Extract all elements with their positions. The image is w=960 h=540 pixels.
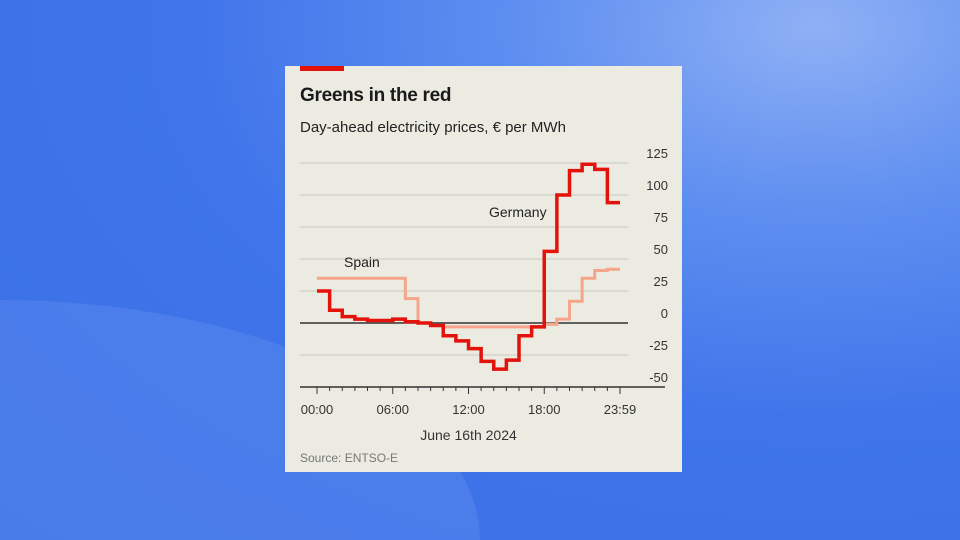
chart-title: Greens in the red: [300, 85, 452, 106]
x-tick-label: 06:00: [376, 402, 409, 417]
y-tick-label: 0: [661, 306, 668, 321]
series-label-germany: Germany: [489, 204, 547, 220]
y-tick-label: -50: [649, 370, 668, 385]
x-tick-label: 12:00: [452, 402, 485, 417]
y-tick-label: -25: [649, 338, 668, 353]
x-tick-label: 18:00: [528, 402, 561, 417]
chart-source: Source: ENTSO-E: [300, 451, 399, 465]
x-tick-label: 23:59: [604, 402, 637, 417]
chart-subtitle: Day-ahead electricity prices, € per MWh: [300, 119, 566, 136]
y-tick-label: 25: [654, 274, 668, 289]
series-line-germany: [317, 162, 620, 371]
series-line-spain: [317, 267, 620, 329]
y-tick-label: 100: [646, 178, 668, 193]
x-tick-label: 00:00: [301, 402, 334, 417]
y-tick-label: 75: [654, 210, 668, 225]
chart-card: Greens in the red Day-ahead electricity …: [285, 66, 682, 472]
chart-plot: 125 100 75 50 25 0 -25 -50 00:00 06:00 12:00 18:00 2…: [300, 146, 668, 443]
series-label-spain: Spain: [344, 254, 380, 270]
y-tick-label: 50: [654, 242, 668, 257]
y-tick-label: 125: [646, 146, 668, 161]
brand-red-bar: [300, 66, 344, 71]
x-axis-label: June 16th 2024: [420, 427, 517, 443]
